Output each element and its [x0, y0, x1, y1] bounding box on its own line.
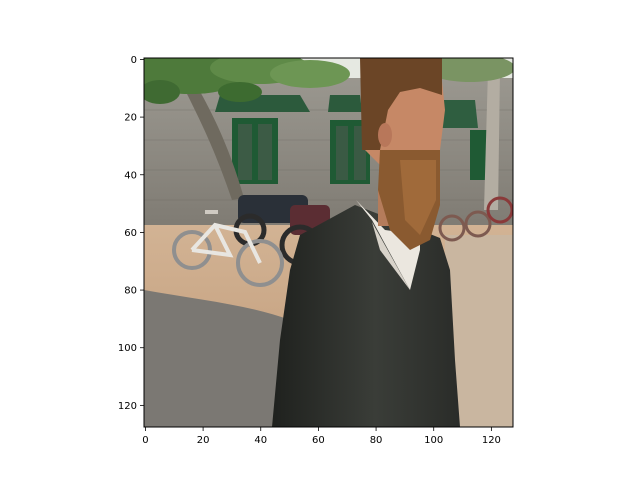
x-tick-label: 40 — [254, 435, 267, 446]
window-left — [232, 118, 278, 184]
tree-foliage — [144, 58, 513, 104]
x-tick-label: 0 — [142, 435, 148, 446]
y-tick-label: 100 — [118, 343, 137, 354]
y-tick-label: 40 — [124, 170, 137, 181]
bicycle — [172, 210, 284, 287]
y-tick-label: 0 — [131, 55, 137, 66]
x-tick-label: 80 — [370, 435, 383, 446]
shirt-collar — [356, 200, 420, 290]
y-axis: 0 20 40 60 80 100 120 — [118, 55, 144, 412]
x-tick-label: 100 — [424, 435, 443, 446]
axes-frame — [143, 57, 514, 428]
x-tick-label: 120 — [482, 435, 501, 446]
x-tick-label: 60 — [312, 435, 325, 446]
sweater — [272, 205, 460, 427]
x-axis: 0 20 40 60 80 100 120 — [142, 427, 501, 446]
y-tick-label: 60 — [124, 228, 137, 239]
x-tick-label: 20 — [197, 435, 210, 446]
y-tick-label: 120 — [118, 401, 137, 412]
y-tick-label: 20 — [124, 113, 137, 124]
man — [272, 58, 460, 427]
y-tick-label: 80 — [124, 286, 137, 297]
photo — [144, 58, 513, 427]
